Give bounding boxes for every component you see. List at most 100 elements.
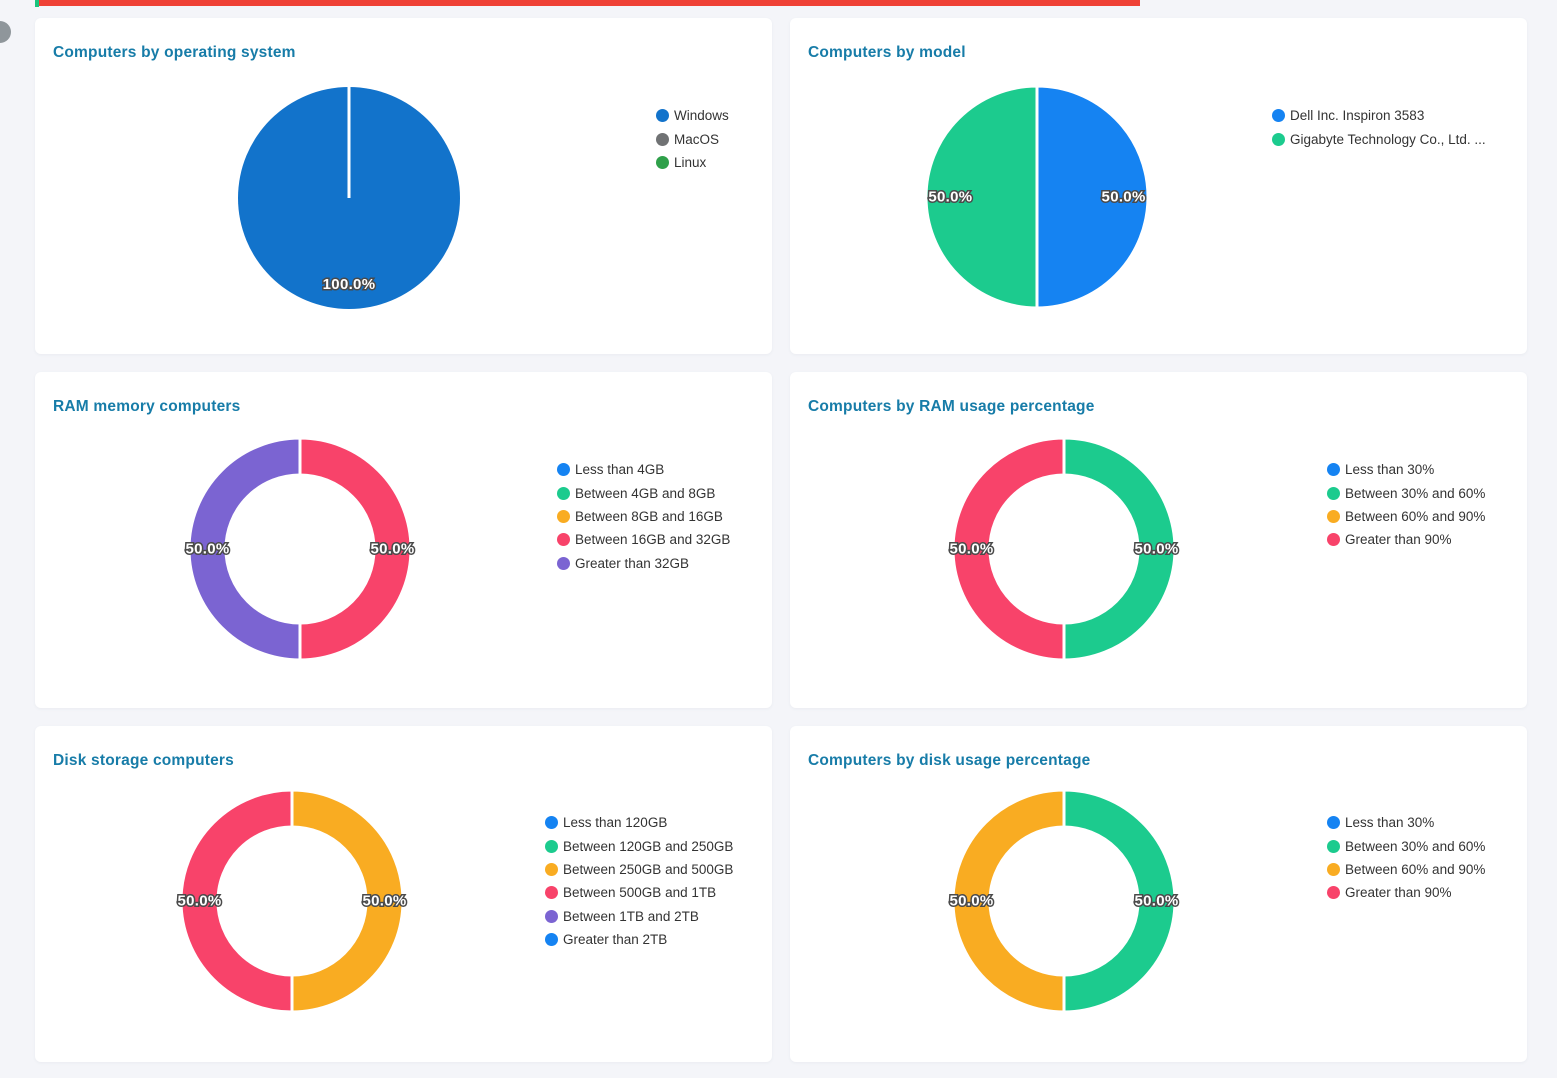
- legend-marker-icon: [1327, 533, 1340, 547]
- legend-marker-icon: [545, 862, 558, 876]
- pie-slice[interactable]: [1062, 788, 1177, 1014]
- slice-percent-label: 50.0%: [1134, 541, 1178, 558]
- slice-percent-label: 50.0%: [185, 541, 229, 558]
- legend-label: Windows: [674, 108, 729, 124]
- legend-item[interactable]: Between 120GB and 250GB: [545, 834, 733, 857]
- legend-item[interactable]: Between 4GB and 8GB: [557, 481, 730, 504]
- slice-percent-label: 50.0%: [949, 541, 993, 558]
- legend-item[interactable]: Gigabyte Technology Co., Ltd. ...: [1272, 127, 1486, 150]
- legend-marker-icon: [545, 839, 558, 853]
- chart-legend: Less than 120GB Between 120GB and 250GB Be…: [545, 811, 733, 951]
- legend-marker-icon: [557, 509, 570, 523]
- legend-item[interactable]: Dell Inc. Inspiron 3583: [1272, 104, 1486, 127]
- chart-title: RAM memory computers: [53, 398, 241, 415]
- pie-chart-operating-system[interactable]: 100.0%: [229, 78, 469, 318]
- pie-slice[interactable]: [187, 436, 302, 662]
- pie-slice[interactable]: [951, 436, 1066, 662]
- donut-chart-ram-usage[interactable]: 50.0% 50.0%: [944, 429, 1184, 669]
- legend-item[interactable]: Less than 120GB: [545, 811, 733, 834]
- legend-item[interactable]: MacOS: [656, 127, 729, 150]
- chart-panel-model: Computers by model 50.0% 50.0% Dell Inc. …: [790, 18, 1527, 354]
- legend-label: Between 4GB and 8GB: [575, 485, 716, 501]
- slice-percent-label: 50.0%: [949, 893, 993, 910]
- chart-legend: Less than 30% Between 30% and 60% Between …: [1327, 458, 1485, 552]
- legend-marker-icon: [557, 533, 570, 547]
- legend-item[interactable]: Less than 30%: [1327, 458, 1485, 481]
- legend-item[interactable]: Between 8GB and 16GB: [557, 505, 730, 528]
- pie-chart-model[interactable]: 50.0% 50.0%: [917, 77, 1157, 317]
- top-progress-bar: [35, 0, 1140, 6]
- legend-marker-icon: [1327, 509, 1340, 523]
- pie-slice[interactable]: [290, 788, 405, 1014]
- legend-marker-icon: [557, 556, 570, 570]
- legend-item[interactable]: Greater than 32GB: [557, 552, 730, 575]
- legend-label: Dell Inc. Inspiron 3583: [1290, 108, 1425, 124]
- legend-item[interactable]: Between 60% and 90%: [1327, 858, 1485, 881]
- drag-handle-button[interactable]: [0, 21, 11, 43]
- legend-marker-icon: [545, 909, 558, 923]
- legend-label: Greater than 2TB: [563, 932, 668, 948]
- chart-title: Computers by RAM usage percentage: [808, 398, 1095, 415]
- legend-marker-icon: [1327, 886, 1340, 900]
- legend-marker-icon: [656, 132, 669, 146]
- legend-item[interactable]: Linux: [656, 151, 729, 174]
- legend-label: Between 30% and 60%: [1345, 838, 1486, 854]
- legend-marker-icon: [557, 463, 570, 477]
- slice-percent-label: 50.0%: [1102, 189, 1146, 206]
- legend-item[interactable]: Between 250GB and 500GB: [545, 858, 733, 881]
- legend-label: Linux: [674, 154, 707, 170]
- pie-slice[interactable]: [1035, 84, 1150, 310]
- legend-item[interactable]: Between 500GB and 1TB: [545, 881, 733, 904]
- legend-item[interactable]: Between 30% and 60%: [1327, 834, 1485, 857]
- legend-item[interactable]: Greater than 90%: [1327, 528, 1485, 551]
- legend-label: Less than 120GB: [563, 815, 668, 831]
- legend-marker-icon: [1272, 109, 1285, 123]
- legend-marker-icon: [1327, 486, 1340, 500]
- chart-title: Computers by disk usage percentage: [808, 752, 1091, 769]
- legend-item[interactable]: Between 1TB and 2TB: [545, 905, 733, 928]
- slice-percent-label: 100.0%: [323, 276, 376, 293]
- legend-label: Between 8GB and 16GB: [575, 508, 723, 524]
- legend-marker-icon: [1272, 132, 1285, 146]
- pie-slice[interactable]: [1062, 436, 1177, 662]
- slice-percent-label: 50.0%: [928, 189, 972, 206]
- slice-percent-label: 50.0%: [362, 893, 406, 910]
- slice-percent-label: 50.0%: [1134, 893, 1178, 910]
- chart-panel-ram-memory: RAM memory computers 50.0% 50.0% Less tha…: [35, 372, 772, 708]
- legend-label: Between 30% and 60%: [1345, 485, 1486, 501]
- legend-marker-icon: [545, 816, 558, 830]
- legend-label: Between 250GB and 500GB: [563, 861, 734, 877]
- progress-tick-icon: [35, 0, 39, 7]
- legend-label: Less than 30%: [1345, 815, 1435, 831]
- legend-marker-icon: [1327, 816, 1340, 830]
- chart-legend: Windows MacOS Linux: [656, 104, 729, 174]
- donut-chart-disk-storage[interactable]: 50.0% 50.0%: [172, 781, 412, 1021]
- pie-slice[interactable]: [179, 788, 294, 1014]
- legend-marker-icon: [656, 155, 669, 169]
- legend-label: Between 500GB and 1TB: [563, 885, 717, 901]
- donut-chart-ram-memory[interactable]: 50.0% 50.0%: [180, 429, 420, 669]
- slice-percent-label: 50.0%: [177, 893, 221, 910]
- legend-label: Less than 30%: [1345, 462, 1435, 478]
- chart-panel-ram-usage: Computers by RAM usage percentage 50.0% 5…: [790, 372, 1527, 708]
- pie-slice[interactable]: [951, 788, 1066, 1014]
- chart-title: Computers by operating system: [53, 44, 296, 61]
- legend-item[interactable]: Between 60% and 90%: [1327, 505, 1485, 528]
- legend-item[interactable]: Greater than 90%: [1327, 881, 1485, 904]
- legend-item[interactable]: Greater than 2TB: [545, 928, 733, 951]
- donut-chart-disk-usage[interactable]: 50.0% 50.0%: [944, 781, 1184, 1021]
- chart-legend: Less than 4GB Between 4GB and 8GB Between …: [557, 458, 730, 575]
- pie-slice[interactable]: [924, 84, 1039, 310]
- legend-item[interactable]: Windows: [656, 104, 729, 127]
- legend-label: Greater than 90%: [1345, 532, 1452, 548]
- legend-item[interactable]: Between 16GB and 32GB: [557, 528, 730, 551]
- legend-item[interactable]: Less than 30%: [1327, 811, 1485, 834]
- legend-item[interactable]: Between 30% and 60%: [1327, 481, 1485, 504]
- legend-item[interactable]: Less than 4GB: [557, 458, 730, 481]
- slice-percent-label: 50.0%: [370, 541, 414, 558]
- legend-label: Greater than 32GB: [575, 555, 690, 571]
- legend-label: Between 16GB and 32GB: [575, 532, 731, 548]
- legend-marker-icon: [1327, 463, 1340, 477]
- pie-slice[interactable]: [298, 436, 413, 662]
